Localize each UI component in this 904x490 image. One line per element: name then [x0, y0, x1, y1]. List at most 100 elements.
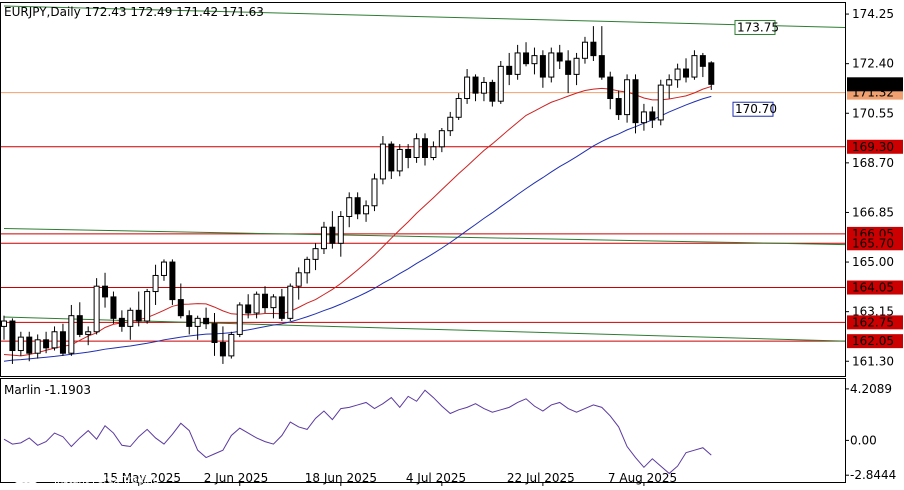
- indicator-pane: [3, 389, 712, 475]
- candle-body: [666, 79, 673, 86]
- date-label: 4 Jul 2025: [406, 471, 466, 485]
- price-pane: [0, 5, 846, 364]
- candle-body: [464, 76, 471, 100]
- candle-body: [674, 68, 681, 81]
- candle-body: [236, 304, 243, 335]
- candle: [683, 58, 690, 83]
- candle: [371, 173, 378, 212]
- candle-body: [295, 272, 302, 287]
- candle: [245, 294, 252, 319]
- candle-body: [51, 331, 58, 349]
- candle: [649, 106, 656, 129]
- level-box: [847, 334, 903, 349]
- price-tick-label: 168.70: [852, 156, 894, 170]
- candle-body: [447, 116, 454, 132]
- candle: [34, 334, 41, 359]
- candle-body: [514, 52, 521, 75]
- candle-body: [1, 320, 7, 327]
- candle: [405, 144, 412, 169]
- candle-body: [152, 274, 159, 293]
- candle: [287, 283, 294, 322]
- candle-body: [430, 146, 437, 158]
- level-box-label: 170.70: [735, 102, 777, 116]
- candle: [1, 315, 7, 340]
- candle-body: [506, 65, 513, 75]
- candle-body: [160, 261, 167, 276]
- level-box-label: 165.70: [852, 236, 894, 250]
- candle-body: [699, 55, 706, 67]
- candle: [497, 60, 504, 104]
- candle-body: [624, 79, 631, 116]
- indicator-label: Marlin -1.1903: [4, 383, 91, 397]
- candle-body: [354, 197, 361, 215]
- candle-body: [565, 60, 572, 75]
- candle: [85, 326, 92, 346]
- candle: [363, 200, 370, 222]
- candle-body: [102, 285, 109, 298]
- candle: [194, 315, 201, 340]
- candle: [548, 47, 555, 83]
- candle: [422, 133, 428, 166]
- candle: [590, 26, 597, 61]
- indicator-pane-frame: [0, 378, 846, 483]
- candle-body: [455, 98, 462, 118]
- candle: [135, 291, 142, 327]
- date-label: 18 Jun 2025: [305, 471, 377, 485]
- candle: [506, 52, 513, 86]
- level-box-label: 173.75: [737, 20, 779, 34]
- candle-body: [708, 62, 715, 85]
- level-box: [847, 315, 903, 330]
- blue-moving-average: [3, 95, 712, 362]
- candle-body: [548, 52, 555, 78]
- price-tick-label: 170.55: [852, 106, 894, 120]
- candle-body: [127, 309, 134, 327]
- candle-body: [169, 261, 176, 301]
- candle-body: [203, 317, 210, 325]
- candle-body: [371, 178, 378, 207]
- candle: [640, 103, 647, 131]
- candle: [219, 326, 226, 364]
- candle-body: [43, 339, 50, 349]
- price-tick-label: 172.40: [852, 57, 894, 71]
- candle: [186, 310, 193, 335]
- candle-body: [539, 55, 546, 78]
- watermark-brand: instaforex: [50, 446, 180, 475]
- candle: [430, 141, 437, 161]
- candle: [388, 141, 395, 179]
- trendline: [3, 228, 846, 246]
- candle: [354, 192, 361, 220]
- candle-body: [573, 57, 580, 75]
- indicator-tick-label: -2.8444: [850, 468, 896, 482]
- candle-body: [245, 304, 252, 314]
- candle-body: [405, 148, 412, 158]
- candle: [127, 307, 134, 340]
- candle-body: [472, 76, 479, 94]
- candle: [295, 267, 302, 300]
- candle-body: [497, 65, 504, 102]
- candle: [615, 90, 622, 120]
- candle-body: [396, 148, 403, 172]
- candle-body: [438, 130, 445, 148]
- candle: [598, 26, 605, 80]
- candle-body: [523, 52, 530, 65]
- candle-body: [59, 331, 66, 354]
- candle: [102, 272, 109, 308]
- candle-body: [581, 41, 588, 59]
- candle-body: [615, 98, 622, 116]
- candle: [160, 259, 167, 281]
- candle: [657, 79, 664, 126]
- candle: [666, 74, 673, 99]
- candle-body: [598, 55, 605, 78]
- price-tick-label: 174.25: [852, 7, 894, 21]
- candle: [329, 211, 336, 249]
- candle: [573, 52, 580, 86]
- candle: [253, 291, 260, 319]
- candle: [455, 93, 462, 120]
- candle: [278, 288, 285, 322]
- watermark-tagline: Instant Forex Trading: [54, 475, 160, 486]
- candle-body: [590, 41, 597, 57]
- current-price-box: [847, 77, 903, 92]
